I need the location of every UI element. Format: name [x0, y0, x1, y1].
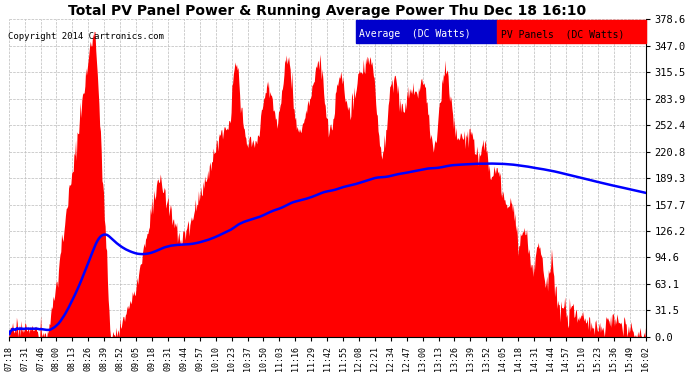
Title: Total PV Panel Power & Running Average Power Thu Dec 18 16:10: Total PV Panel Power & Running Average P…	[68, 4, 586, 18]
Text: Average  (DC Watts): Average (DC Watts)	[359, 29, 471, 39]
Text: Copyright 2014 Cartronics.com: Copyright 2014 Cartronics.com	[8, 32, 164, 41]
Text: PV Panels  (DC Watts): PV Panels (DC Watts)	[501, 29, 624, 39]
